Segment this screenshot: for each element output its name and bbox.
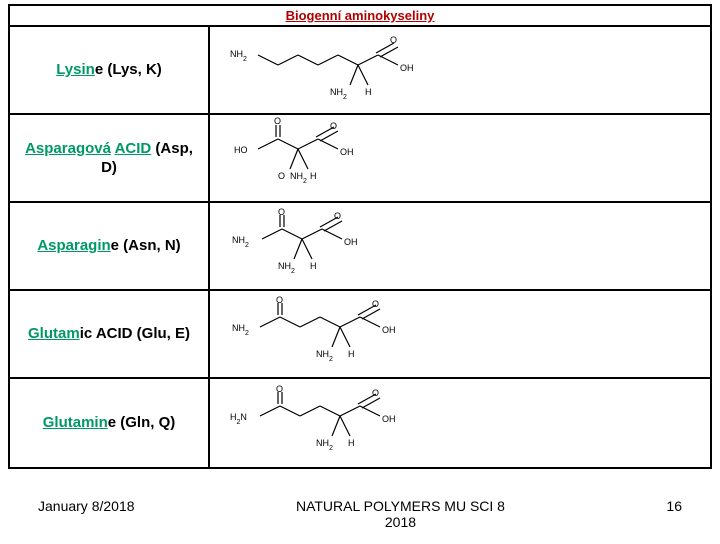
svg-text:O: O <box>278 207 285 217</box>
name-rest-pre: ic <box>80 325 96 342</box>
structure-asparagine: NH2 OH O O NH2 H <box>210 203 710 289</box>
svg-text:O: O <box>372 299 379 309</box>
name-green: Glutam <box>28 325 80 342</box>
structure-glutamine: H2N OH O O NH2 H <box>210 379 710 467</box>
footer-date: January 8/2018 <box>38 498 135 530</box>
glutamine-svg: H2N OH O O NH2 H <box>230 388 450 458</box>
svg-text:NH2: NH2 <box>278 261 295 275</box>
svg-text:OH: OH <box>344 237 358 247</box>
name-rest-pre: (Asp, <box>151 140 193 157</box>
name-cell-glutamic: Glutamic ACID (Glu, E) <box>10 291 210 377</box>
svg-text:NH2: NH2 <box>316 438 333 452</box>
name-acid: ACID <box>96 325 133 342</box>
svg-text:NH2: NH2 <box>330 87 347 101</box>
svg-text:OH: OH <box>382 414 396 424</box>
amino-acid-table: Biogenní aminokyseliny Lysine (Lys, K) <box>8 4 712 469</box>
table-title: Biogenní aminokyseliny <box>10 6 710 27</box>
aspartic-svg: HO OH O O O NH2 H <box>230 123 430 193</box>
name-green: Asparagová <box>25 140 111 157</box>
svg-text:HO: HO <box>234 145 248 155</box>
svg-text:H: H <box>348 438 355 448</box>
svg-text:OH: OH <box>382 325 396 335</box>
name-green: Asparagin <box>37 237 110 254</box>
name-cell-asparagine: Asparagine (Asn, N) <box>10 203 210 289</box>
svg-text:H2N: H2N <box>230 412 247 426</box>
svg-text:O: O <box>274 116 281 126</box>
svg-text:NH2: NH2 <box>316 349 333 363</box>
name-green: Lysin <box>56 61 95 78</box>
table-row: Glutamine (Gln, Q) <box>10 379 710 467</box>
svg-text:H: H <box>365 87 372 97</box>
table-row: Asparagine (Asn, N) NH2 OH <box>10 203 710 291</box>
glutamic-svg: NH2 OH O O NH2 H <box>230 299 450 369</box>
name-cell-glutamine: Glutamine (Gln, Q) <box>10 379 210 467</box>
name-green: Glutamin <box>43 414 108 431</box>
structure-aspartic: HO OH O O O NH2 H <box>210 115 710 201</box>
structure-lysine: NH2 OH O NH2 H <box>210 27 710 113</box>
svg-text:O: O <box>372 388 379 398</box>
footer-page: 16 <box>666 498 682 530</box>
svg-text:NH2: NH2 <box>232 323 249 337</box>
asparagine-svg: NH2 OH O O NH2 H <box>230 211 430 281</box>
svg-text:OH: OH <box>400 63 414 73</box>
svg-text:O: O <box>390 35 397 45</box>
name-cell-aspartic: Asparagová ACID (Asp, D) <box>10 115 210 201</box>
svg-text:H: H <box>310 261 317 271</box>
svg-text:O: O <box>276 295 283 305</box>
table-row: Glutamic ACID (Glu, E) <box>10 291 710 379</box>
svg-text:H: H <box>348 349 355 359</box>
svg-text:OH: OH <box>340 147 354 157</box>
table-row: Lysine (Lys, K) NH2 O <box>10 27 710 115</box>
svg-text:NH2: NH2 <box>232 235 249 249</box>
name-rest: e (Asn, N) <box>111 237 181 254</box>
name-rest: (Glu, E) <box>132 325 190 342</box>
svg-text:NH2: NH2 <box>290 171 307 185</box>
svg-text:O: O <box>334 211 341 221</box>
svg-text:O: O <box>330 121 337 131</box>
name-rest: e (Lys, K) <box>95 61 162 78</box>
name-acid: ACID <box>115 140 152 157</box>
table-row: Asparagová ACID (Asp,D) HO OH <box>10 115 710 203</box>
structure-glutamic: NH2 OH O O NH2 H <box>210 291 710 377</box>
name-rest-d: D) <box>101 159 117 176</box>
name-cell-lysine: Lysine (Lys, K) <box>10 27 210 113</box>
svg-text:O: O <box>278 171 285 181</box>
name-rest: e (Gln, Q) <box>108 414 176 431</box>
footer-center: NATURAL POLYMERS MU SCI 8 2018 <box>296 498 505 530</box>
slide-footer: January 8/2018 NATURAL POLYMERS MU SCI 8… <box>0 498 720 530</box>
svg-text:H: H <box>310 171 317 181</box>
svg-text:NH2: NH2 <box>230 49 247 63</box>
svg-text:O: O <box>276 384 283 394</box>
lysine-svg: NH2 OH O NH2 H <box>230 35 460 105</box>
